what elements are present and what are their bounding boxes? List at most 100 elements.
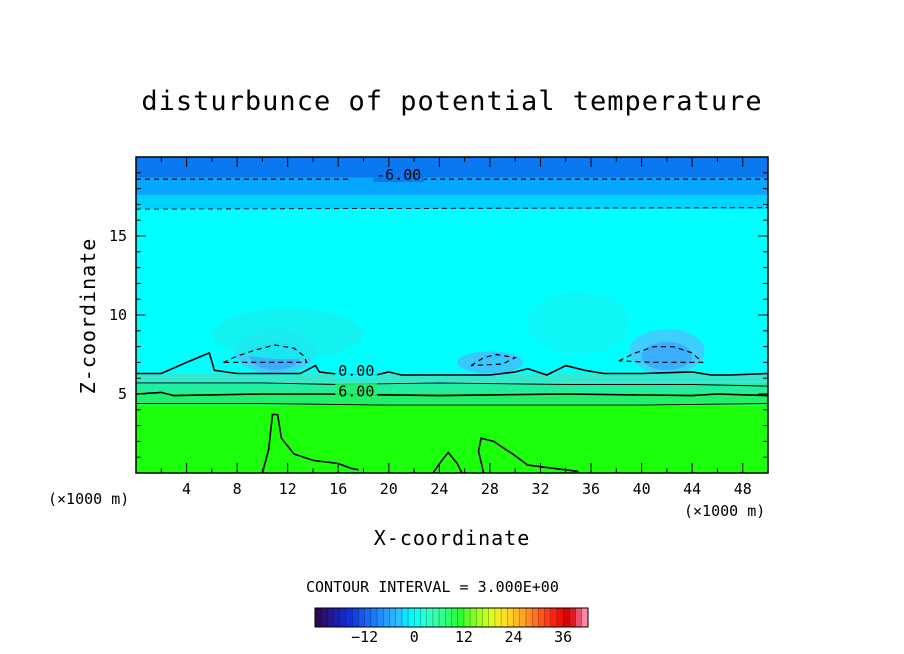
field-blob <box>641 341 693 371</box>
y-tick-label: 5 <box>118 385 127 403</box>
colorbar-tick-label: 24 <box>505 628 523 646</box>
colorbar-segment <box>358 608 366 627</box>
x-tick-label: 4 <box>182 480 191 498</box>
colorbar-segment <box>525 608 533 627</box>
contour-label: 0.00 <box>338 362 374 380</box>
colorbar-segment <box>352 608 360 627</box>
contour-surface <box>477 437 579 474</box>
colorbar: −12 0 12 24 36 <box>314 607 589 646</box>
field-band <box>136 177 768 195</box>
colorbar-segment <box>315 608 322 627</box>
colorbar-segment <box>482 608 490 627</box>
colorbar-segment <box>420 608 428 627</box>
y-tick-label: 10 <box>109 306 127 324</box>
field-band <box>136 392 768 406</box>
contour-label: -6.00 <box>376 166 421 184</box>
field-blob <box>527 291 629 355</box>
contour-label-bg <box>373 167 425 183</box>
colorbar-tick-label: −12 <box>351 628 378 646</box>
field-band <box>136 405 768 473</box>
colorbar-segment <box>395 608 403 627</box>
colorbar-segment <box>488 608 496 627</box>
colorbar-segment <box>544 608 552 627</box>
x-tick-label: 28 <box>481 480 499 498</box>
chart-title: disturbunce of potential temperature <box>141 86 763 117</box>
colorbar-segment <box>563 608 570 627</box>
colorbar-segment <box>519 608 527 627</box>
colorbar-segment <box>364 608 372 627</box>
contour-zero <box>136 351 769 376</box>
field-band <box>136 373 768 383</box>
contour-label-bg <box>335 363 378 379</box>
x-unit-label-right: (×1000 m) <box>684 502 766 520</box>
colorbar-segment <box>389 608 397 627</box>
x-tick-label: 40 <box>633 480 651 498</box>
colorbar-segment <box>569 608 577 627</box>
contour-labels: -6.00 0.00 6.00 <box>335 166 425 401</box>
colorbar-segment <box>339 608 347 627</box>
colorbar-segment <box>439 608 446 627</box>
colorbar-segment <box>501 608 508 627</box>
colorbar-frame <box>314 607 589 628</box>
colorbar-segment <box>538 608 546 627</box>
colorbar-segment <box>327 608 335 627</box>
x-tick-label: 24 <box>430 480 448 498</box>
colorbar-segment <box>451 608 459 627</box>
colorbar-segment <box>377 608 384 627</box>
colorbar-segment <box>432 608 440 627</box>
contour-nine <box>136 403 769 406</box>
colorbar-segment <box>414 608 422 627</box>
colorbar-segment <box>383 608 391 627</box>
x-unit-label-left: (×1000 m) <box>48 490 130 508</box>
colorbar-segment <box>426 608 434 627</box>
field-bands <box>136 157 768 473</box>
field-blob <box>457 351 523 374</box>
colorbar-segment <box>321 608 329 627</box>
field-blob <box>211 308 364 360</box>
contour-label: 6.00 <box>338 383 374 401</box>
contour-negative-cell <box>618 346 704 363</box>
colorbar-segment <box>401 608 409 627</box>
colorbar-segment <box>575 608 583 627</box>
contour-minus4 <box>135 207 769 210</box>
colorbar-segment <box>513 608 521 627</box>
x-tick-label: 16 <box>329 480 347 498</box>
y-tick-label: 15 <box>109 227 127 245</box>
field-band <box>136 194 768 210</box>
x-axis-label: X-coordinate <box>373 526 531 550</box>
colorbar-segment <box>445 608 453 627</box>
x-tick-label: 12 <box>279 480 297 498</box>
colorbar-segment <box>457 608 465 627</box>
x-tick-label: 48 <box>734 480 752 498</box>
colorbar-segment <box>463 608 471 627</box>
x-tick-label: 32 <box>531 480 549 498</box>
x-tick-label: 36 <box>582 480 600 498</box>
colorbar-tick-label: 36 <box>554 628 572 646</box>
contour-three <box>136 382 769 387</box>
contour-surface <box>261 413 359 474</box>
contour-interval-text: CONTOUR INTERVAL = 3.000E+00 <box>306 578 559 596</box>
colorbar-segment <box>408 608 415 627</box>
colorbar-segment <box>532 608 539 627</box>
colorbar-segment <box>333 608 341 627</box>
contour-negative-cell <box>222 344 308 363</box>
colorbar-tick-label: 0 <box>410 628 419 646</box>
colorbar-segment <box>494 608 502 627</box>
contour-lines <box>135 178 769 474</box>
contour-negative-cell <box>470 353 518 367</box>
x-tick-label: 44 <box>683 480 701 498</box>
contour-label-bg <box>335 383 378 399</box>
colorbar-segment <box>507 608 515 627</box>
colorbar-tick-label: 12 <box>455 628 473 646</box>
colorbar-segment <box>470 608 477 627</box>
colorbar-segment <box>581 608 589 627</box>
contour-six <box>135 391 769 397</box>
field-band <box>136 382 768 393</box>
field-band <box>136 157 768 178</box>
colorbar-segment <box>556 608 564 627</box>
colorbar-segment <box>550 608 558 627</box>
x-tick-label: 20 <box>380 480 398 498</box>
colorbar-segment <box>346 608 353 627</box>
x-tick-label: 8 <box>233 480 242 498</box>
